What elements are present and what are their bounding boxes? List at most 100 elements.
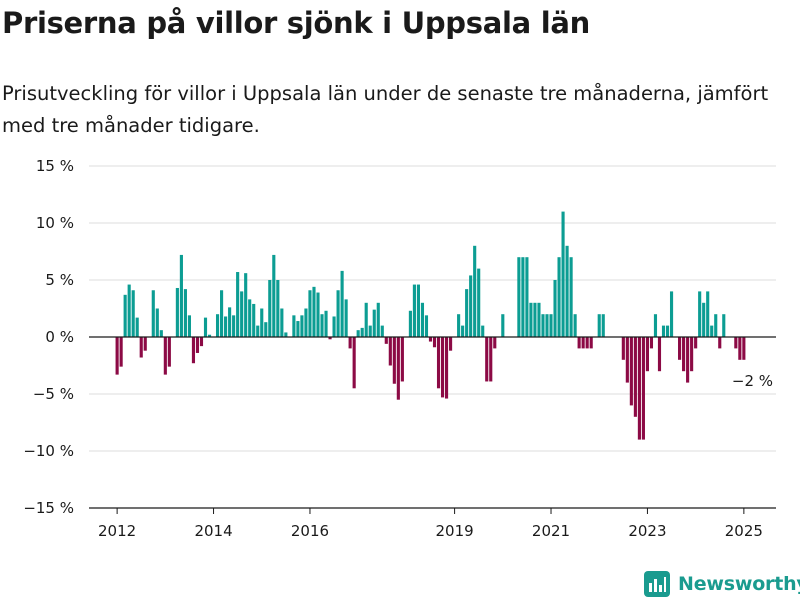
bar [481, 325, 485, 337]
bar [159, 330, 163, 337]
bar [384, 337, 388, 344]
bar [252, 303, 256, 337]
bar [324, 310, 328, 337]
bar [332, 316, 336, 337]
bar [356, 330, 360, 337]
bar [340, 270, 344, 337]
bar [444, 337, 449, 399]
bar [714, 314, 718, 337]
x-tick-label: 2014 [194, 522, 232, 540]
newsworthy-brand[interactable]: Newsworthy [644, 569, 800, 599]
bar [131, 290, 135, 337]
y-tick-label: −5 % [33, 385, 74, 403]
bar [637, 337, 641, 440]
x-tick-label: 2021 [532, 522, 570, 540]
bar [372, 309, 376, 337]
y-tick-label: −10 % [23, 442, 74, 460]
bar [272, 254, 276, 337]
bar [155, 308, 159, 337]
bar [641, 337, 645, 440]
bar [436, 337, 441, 389]
page-subtitle: Prisutveckling för villor i Uppsala län … [2, 82, 769, 137]
bar [537, 302, 541, 337]
bar [123, 294, 127, 337]
bar [473, 245, 477, 337]
bar [312, 286, 316, 337]
bar [545, 314, 549, 337]
bar [203, 317, 208, 337]
bar [163, 337, 167, 375]
bar [521, 257, 525, 337]
bar [280, 308, 284, 337]
bar [690, 337, 694, 372]
bar [718, 337, 722, 349]
bar [629, 337, 633, 406]
bar [364, 302, 368, 337]
bar [244, 273, 248, 337]
bar [207, 334, 212, 337]
x-tick-label: 2019 [436, 522, 474, 540]
bar [151, 290, 155, 337]
bar [493, 337, 497, 349]
bar [232, 315, 236, 337]
bar [224, 316, 228, 337]
bar [694, 337, 698, 349]
bar [320, 314, 324, 337]
bar [240, 291, 244, 337]
annotations: −2 % [732, 372, 773, 390]
bar [477, 268, 481, 337]
bar [553, 280, 557, 337]
bar [236, 272, 240, 337]
bar [416, 284, 420, 337]
bar [300, 315, 304, 337]
bars [115, 211, 746, 440]
bar [276, 280, 280, 337]
bar [228, 307, 232, 337]
bar [139, 337, 143, 358]
bar [517, 257, 521, 337]
x-tick-label: 2012 [98, 522, 136, 540]
bar [569, 257, 573, 337]
bar [420, 302, 425, 337]
brand-name: Newsworthy [678, 573, 800, 595]
bar [669, 291, 674, 337]
bar [738, 337, 742, 360]
bar [581, 337, 585, 349]
bar [649, 337, 654, 349]
y-axis-ticks: 15 % 10 % 5 % 0 % −5 % −10 % −15 % [23, 157, 74, 517]
bar [465, 289, 469, 337]
bar [352, 337, 356, 389]
bar [469, 275, 473, 337]
bar [428, 337, 433, 342]
y-tick-label: 10 % [36, 214, 74, 232]
bar [344, 299, 348, 337]
x-tick-label: 2025 [725, 522, 763, 540]
bar [336, 290, 340, 337]
bar [183, 289, 187, 337]
bar [199, 337, 204, 347]
bar [665, 325, 670, 337]
bar [734, 337, 738, 349]
page-title: Priserna på villor sjönk i Uppsala län [2, 6, 590, 40]
bar [686, 337, 690, 383]
bar [115, 337, 119, 375]
bar [187, 315, 191, 337]
bar [722, 314, 726, 337]
bar-chart-icon [644, 571, 670, 597]
bar [179, 254, 183, 337]
bar [143, 337, 147, 351]
bar [653, 314, 658, 337]
bar [268, 280, 272, 337]
bar [577, 337, 581, 349]
bar [368, 325, 372, 337]
bar [284, 332, 288, 337]
bar [348, 337, 352, 349]
bar [601, 314, 605, 337]
bar [191, 337, 196, 364]
bar [135, 317, 139, 337]
bar-chart: 15 %10 %5 %0 %−5 %−10 %−15 % 2012 2014 201… [23, 157, 776, 540]
bar [248, 299, 252, 337]
bar [625, 337, 629, 383]
y-tick-label: 5 % [45, 271, 74, 289]
bar [256, 325, 260, 337]
